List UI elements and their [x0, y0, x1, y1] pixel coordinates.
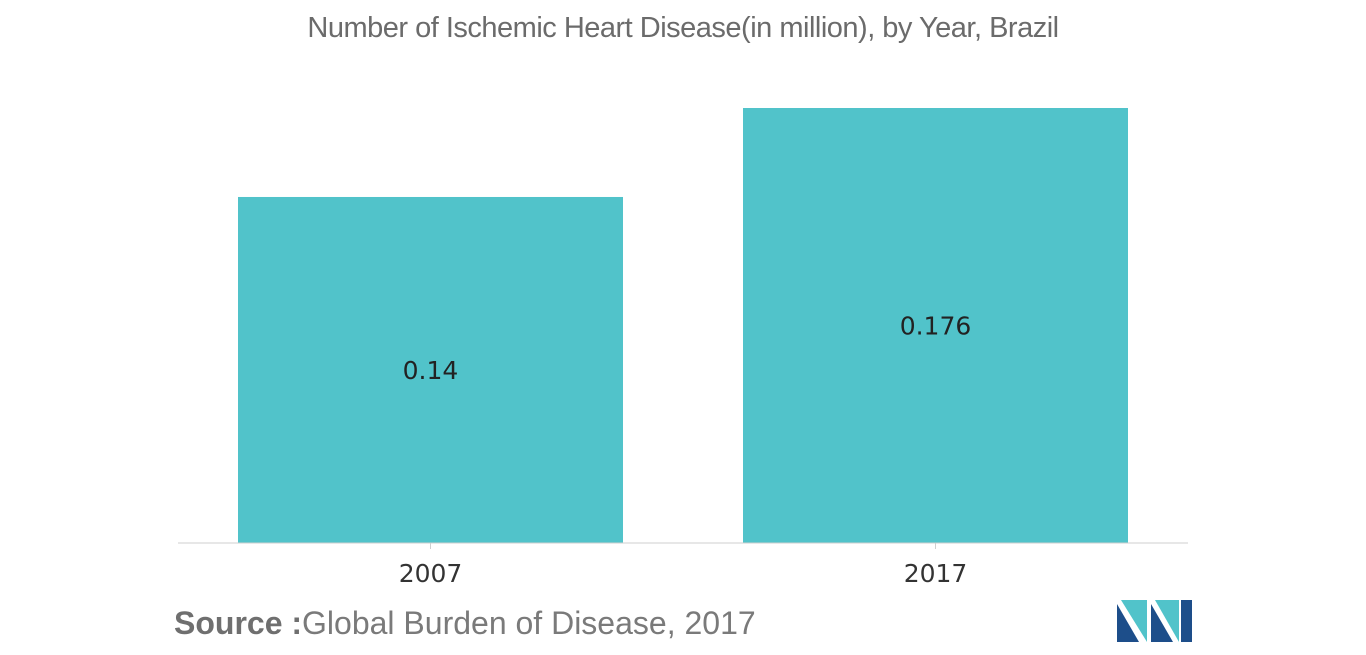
x-tick-label-2007: 2007	[399, 559, 463, 588]
bar-chart: 0.14 0.176 2007 2017	[178, 108, 1188, 588]
bar-2017	[743, 108, 1128, 543]
source-text: Global Burden of Disease, 2017	[302, 605, 756, 641]
bar-value-label-2017: 0.176	[900, 312, 972, 341]
x-tick-label-2017: 2017	[904, 559, 968, 588]
source-note: Source :Global Burden of Disease, 2017	[174, 605, 756, 642]
chart-title: Number of Ischemic Heart Disease(in mill…	[307, 12, 1059, 44]
bar-value-label-2007: 0.14	[403, 356, 459, 385]
bar-2007	[238, 196, 623, 543]
bars-layer: 0.14 0.176	[238, 108, 1128, 543]
mordor-logo-icon	[1117, 600, 1192, 642]
source-label: Source :	[174, 605, 303, 641]
ticks-layer: 2007 2017	[399, 543, 968, 588]
